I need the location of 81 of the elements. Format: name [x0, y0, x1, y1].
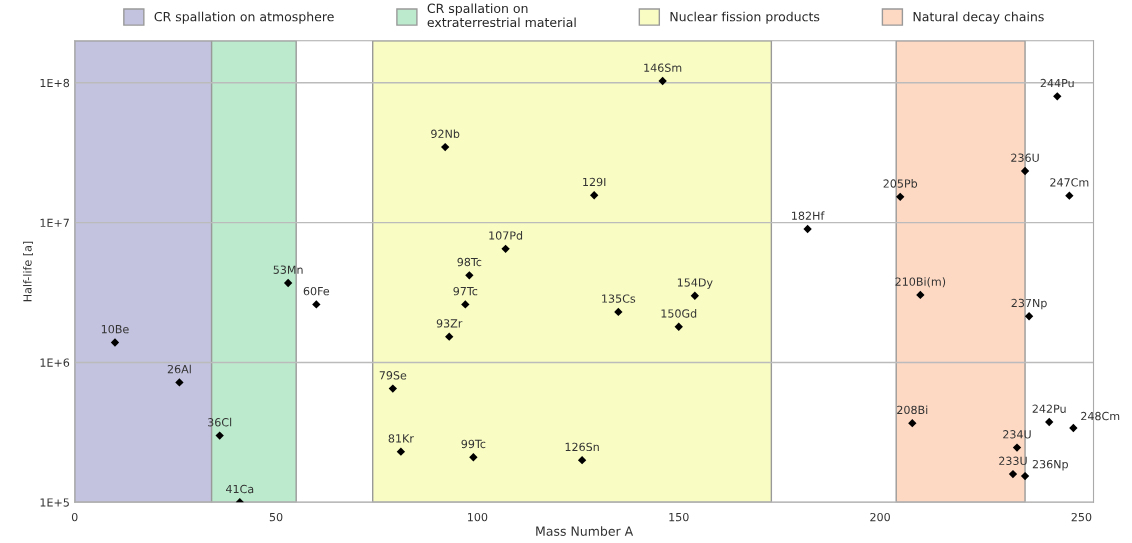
point — [614, 307, 623, 317]
point — [501, 244, 510, 253]
point — [388, 384, 397, 393]
annotation: 146Sm — [644, 63, 682, 72]
legend-label: Natural decay chains — [913, 11, 1044, 24]
point — [110, 338, 120, 347]
point — [1020, 471, 1030, 481]
legend-label: Nuclear fission products — [670, 11, 820, 24]
annotation: 205Pb — [883, 179, 918, 188]
point — [175, 378, 184, 387]
point — [469, 453, 478, 462]
point — [1020, 166, 1030, 176]
annotation: 53Mn — [273, 265, 303, 274]
annotation: 41Ca — [226, 484, 254, 494]
x-tick-label: 150 — [669, 512, 689, 522]
point — [283, 278, 293, 288]
annotation: 242Pu — [1032, 404, 1066, 413]
x-axis-title: Mass Number A — [536, 526, 634, 536]
point — [312, 300, 321, 309]
annotation: 92Nb — [431, 129, 460, 138]
point — [445, 332, 454, 341]
annotation: 182Hf — [792, 211, 825, 220]
x-tick-label: 50 — [269, 512, 283, 522]
point — [674, 322, 683, 331]
annotation: 10Be — [101, 324, 129, 334]
annotation: 60Fe — [303, 286, 330, 296]
y-tick-label: 1E+6 — [40, 358, 70, 367]
annotation: 97Tc — [453, 286, 478, 296]
point — [1012, 443, 1022, 452]
point — [1065, 191, 1074, 200]
point — [215, 431, 224, 440]
point — [896, 192, 905, 201]
annotation: 135Cs — [602, 294, 636, 303]
point — [1008, 469, 1018, 479]
point — [590, 191, 599, 200]
y-axis-title: Half-life [a] — [23, 241, 33, 302]
y-tick-label: 1E+7 — [40, 218, 69, 227]
annotation: 210Bi(m) — [895, 277, 946, 288]
y-tick-label: 1E+8 — [40, 78, 70, 88]
x-tick-label: 250 — [1071, 512, 1092, 522]
annotation: 234U — [1003, 430, 1031, 439]
point — [577, 456, 587, 465]
y-tick-label: 1E+5 — [40, 498, 69, 507]
annotation: 36Cl — [208, 417, 232, 427]
point — [465, 271, 474, 280]
point — [1024, 312, 1034, 321]
point — [1069, 423, 1078, 433]
annotation: 233U — [999, 456, 1027, 466]
x-tick-label: 0 — [71, 512, 78, 522]
point — [803, 224, 812, 234]
legend-label: CR spallation on atmosphere — [154, 11, 334, 24]
annotation: 236U — [1011, 153, 1039, 162]
annotation: 248Cm — [1081, 411, 1120, 421]
point — [916, 290, 925, 300]
annotation: 79Se — [379, 371, 407, 380]
annotation: 99Tc — [461, 439, 486, 449]
annotation: 81Kr — [388, 434, 414, 443]
annotation: 247Cm — [1050, 178, 1089, 187]
annotation: 154Dy — [677, 278, 713, 289]
x-tick-label: 200 — [870, 512, 890, 522]
annotation: 208Bi — [897, 405, 928, 415]
annotation: 93Zr — [436, 319, 463, 328]
point — [1053, 92, 1062, 101]
annotation: 129I — [583, 177, 606, 187]
annotation: 26Al — [167, 364, 191, 374]
point — [908, 418, 917, 428]
point — [441, 142, 450, 152]
annotation: 237Np — [1011, 298, 1047, 310]
x-tick-label: 100 — [468, 512, 488, 522]
point — [658, 76, 667, 86]
annotation: 98Tc — [457, 257, 482, 267]
legend-label: CR spallation on extraterrestrial material — [427, 3, 576, 28]
annotation: 236Np — [1032, 459, 1068, 471]
annotation: 150Gd — [661, 309, 697, 318]
annotation: 107Pd — [489, 231, 523, 240]
annotation: 126Sn — [565, 442, 599, 452]
point — [1045, 417, 1054, 427]
point — [690, 291, 700, 300]
annotation: 244Pu — [1040, 78, 1074, 88]
point — [461, 300, 470, 309]
point — [396, 447, 406, 456]
